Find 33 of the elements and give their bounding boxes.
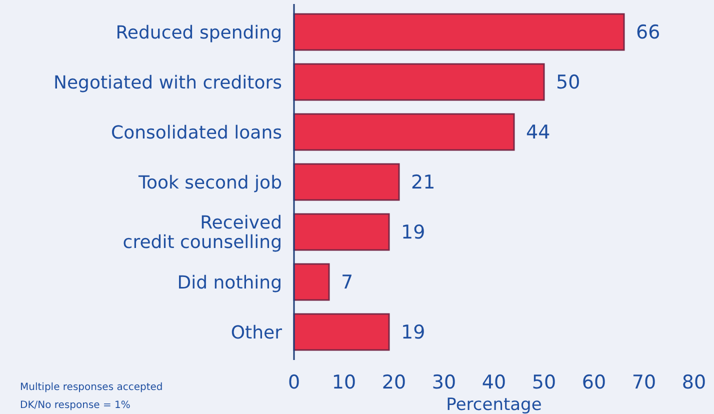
- data-label: 50: [556, 72, 580, 94]
- y-tick-label: Received credit counselling: [122, 212, 282, 254]
- y-tick-label: Other: [230, 322, 283, 344]
- text: DK/No response = 1%: [20, 400, 130, 411]
- data-label: 66: [636, 22, 660, 44]
- x-tick-label: 40: [482, 371, 506, 394]
- data-label: 19: [401, 322, 426, 344]
- bar: [293, 263, 330, 301]
- bar: [293, 163, 400, 201]
- bar: [293, 113, 515, 151]
- bar: [293, 313, 390, 351]
- x-tick-label: 0: [288, 371, 300, 394]
- x-axis-title: Percentage: [446, 395, 542, 414]
- data-label: 7: [341, 272, 354, 294]
- bar: [293, 63, 545, 101]
- data-label: 44: [526, 122, 550, 144]
- x-tick-label: 10: [332, 371, 356, 394]
- y-tick-label: Reduced spending: [116, 22, 282, 44]
- x-tick-label: 70: [632, 371, 656, 394]
- y-tick-label: Negotiated with creditors: [53, 72, 282, 94]
- bar: [293, 13, 625, 51]
- x-tick-label: 50: [532, 371, 556, 394]
- text: Multiple responses accepted: [20, 382, 163, 393]
- data-label: 19: [401, 222, 426, 244]
- x-tick-label: 60: [582, 371, 606, 394]
- x-tick-label: 80: [682, 371, 706, 394]
- y-tick-label: Did nothing: [177, 272, 282, 294]
- x-tick-label: 30: [432, 371, 456, 394]
- y-tick-label: Took second job: [138, 172, 282, 194]
- bar: [293, 213, 390, 251]
- x-tick-label: 20: [382, 371, 406, 394]
- y-tick-label: Consolidated loans: [111, 122, 282, 144]
- data-label: 21: [411, 172, 436, 194]
